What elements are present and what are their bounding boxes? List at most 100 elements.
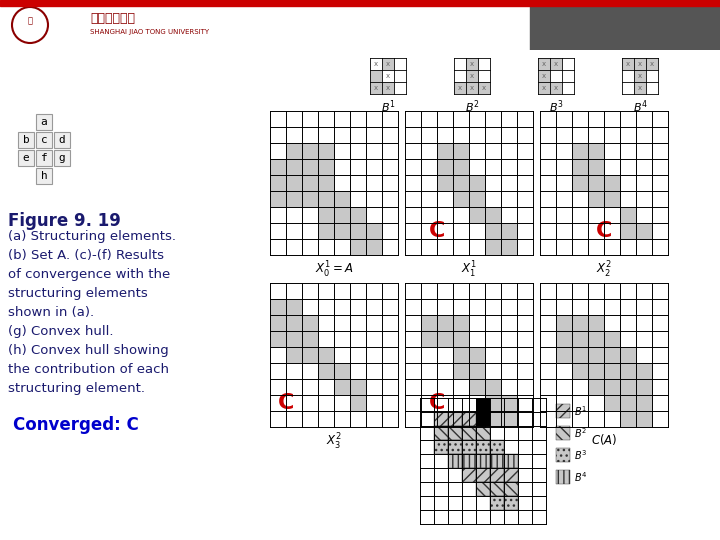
Bar <box>0 0 720 6</box>
Bar <box>270 191 286 207</box>
FancyBboxPatch shape <box>18 150 34 166</box>
Bar <box>434 440 448 454</box>
Text: x: x <box>650 61 654 67</box>
Text: of convergence with the: of convergence with the <box>8 268 170 281</box>
Bar <box>302 315 318 331</box>
Text: $X_0^1 = A$: $X_0^1 = A$ <box>315 260 354 280</box>
Bar <box>421 331 437 347</box>
Bar <box>462 454 476 468</box>
Bar <box>530 0 720 50</box>
Text: (g) Convex hull.: (g) Convex hull. <box>8 325 114 338</box>
Bar <box>504 482 518 496</box>
Bar <box>550 58 562 70</box>
Bar <box>588 331 604 347</box>
Bar <box>434 426 448 440</box>
Text: $B^3$: $B^3$ <box>574 448 588 462</box>
Bar <box>588 315 604 331</box>
Text: $B^1$: $B^1$ <box>381 98 395 114</box>
Bar <box>588 347 604 363</box>
Text: C: C <box>429 393 445 413</box>
Bar <box>572 175 588 191</box>
Text: $B^4$: $B^4$ <box>633 98 647 114</box>
Bar <box>302 331 318 347</box>
Bar <box>448 454 462 468</box>
FancyBboxPatch shape <box>36 150 52 166</box>
Bar <box>634 82 646 94</box>
Bar <box>476 468 490 482</box>
Text: x: x <box>542 73 546 79</box>
Bar <box>588 159 604 175</box>
Text: $B^3$: $B^3$ <box>549 98 563 114</box>
Bar <box>550 82 562 94</box>
Bar <box>437 331 453 347</box>
Bar <box>334 191 350 207</box>
Text: x: x <box>386 85 390 91</box>
Bar <box>453 191 469 207</box>
Bar <box>350 395 366 411</box>
Text: the contribution of each: the contribution of each <box>8 363 169 376</box>
Text: structuring element.: structuring element. <box>8 382 145 395</box>
Text: Converged: C: Converged: C <box>13 416 139 434</box>
FancyBboxPatch shape <box>18 132 34 148</box>
Text: x: x <box>386 61 390 67</box>
Text: e: e <box>22 153 30 163</box>
Bar <box>620 411 636 427</box>
Bar <box>501 239 517 255</box>
Bar <box>572 363 588 379</box>
Text: x: x <box>542 85 546 91</box>
Text: C: C <box>429 221 445 241</box>
Bar <box>302 191 318 207</box>
Bar <box>302 175 318 191</box>
Bar <box>453 143 469 159</box>
Bar <box>469 175 485 191</box>
Text: $B^2$: $B^2$ <box>464 98 480 114</box>
Bar <box>462 440 476 454</box>
Text: 上: 上 <box>27 17 32 25</box>
Bar <box>504 454 518 468</box>
Bar <box>485 223 501 239</box>
Bar <box>485 207 501 223</box>
Bar <box>437 159 453 175</box>
Bar <box>469 379 485 395</box>
Bar <box>270 159 286 175</box>
Bar <box>604 331 620 347</box>
Bar <box>646 58 658 70</box>
Text: $B^4$: $B^4$ <box>574 470 588 484</box>
Bar <box>469 191 485 207</box>
Bar <box>501 395 517 411</box>
Bar <box>448 412 462 426</box>
Text: x: x <box>470 85 474 91</box>
Bar <box>318 207 334 223</box>
Bar <box>538 82 550 94</box>
Bar <box>490 440 504 454</box>
Text: x: x <box>638 73 642 79</box>
Bar <box>437 175 453 191</box>
Bar <box>620 363 636 379</box>
Bar <box>382 82 394 94</box>
Bar <box>318 175 334 191</box>
Bar <box>462 468 476 482</box>
FancyBboxPatch shape <box>54 132 70 148</box>
Bar <box>620 223 636 239</box>
Text: $B^2$: $B^2$ <box>574 426 587 440</box>
Bar <box>453 363 469 379</box>
Bar <box>318 363 334 379</box>
Bar <box>556 470 570 484</box>
Text: $X_1^1$: $X_1^1$ <box>461 260 477 280</box>
Bar <box>286 331 302 347</box>
Bar <box>462 412 476 426</box>
Bar <box>588 143 604 159</box>
Text: $X_2^2$: $X_2^2$ <box>596 260 612 280</box>
Bar <box>286 315 302 331</box>
Bar <box>366 239 382 255</box>
Text: $C(A)$: $C(A)$ <box>591 432 617 447</box>
Bar <box>636 363 652 379</box>
Bar <box>437 315 453 331</box>
Bar <box>620 379 636 395</box>
Text: x: x <box>626 61 630 67</box>
Bar <box>478 82 490 94</box>
Bar <box>286 191 302 207</box>
Text: b: b <box>22 135 30 145</box>
Text: (h) Convex hull showing: (h) Convex hull showing <box>8 344 168 357</box>
Bar <box>318 347 334 363</box>
